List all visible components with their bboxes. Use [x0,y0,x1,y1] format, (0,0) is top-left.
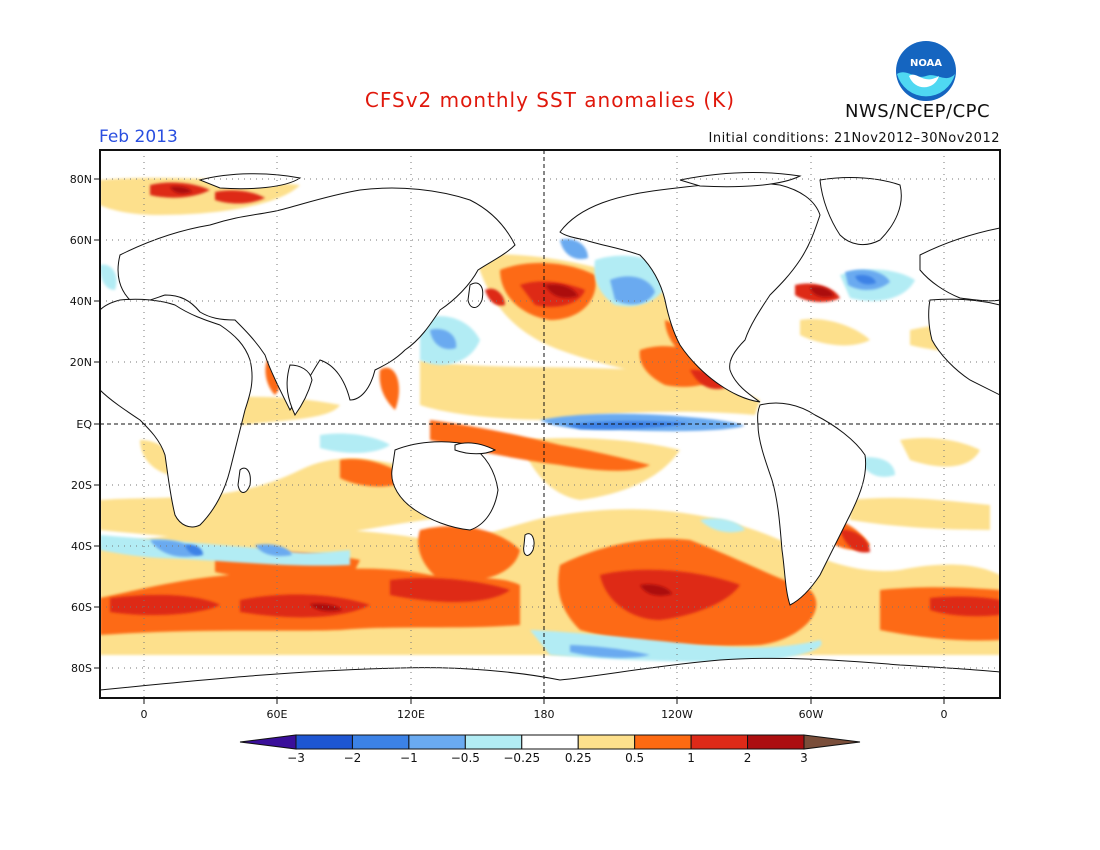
lat-label-60s: 60S [71,601,92,614]
colorbar-swatch [408,734,466,750]
lon-label-0-left: 0 [141,708,148,721]
svg-text:NOAA: NOAA [910,58,942,69]
lon-label-180: 180 [534,708,555,721]
colorbar-label: 0.25 [565,751,592,765]
colorbar-label: −1 [400,751,418,765]
colorbar-swatch [747,734,805,750]
noaa-logo-icon: NOAA [896,41,956,101]
colorbar-label: −3 [287,751,305,765]
lon-label-60e: 60E [267,708,288,721]
colorbar-swatch [351,734,410,750]
colorbar-swatch [634,734,692,750]
lon-label-120e: 120E [397,708,425,721]
colorbar-label: −0.5 [451,751,480,765]
lon-label-120w: 120W [661,708,693,721]
lat-label-20n: 20N [70,356,92,369]
lat-label-60n: 60N [70,234,92,247]
colorbar-label: 0.5 [625,751,644,765]
initial-conditions: Initial conditions: 21Nov2012–30Nov2012 [708,131,1000,146]
chart-title: CFSv2 monthly SST anomalies (K) [364,88,736,112]
colorbar-swatch [464,734,523,750]
anomaly-field [100,177,1000,662]
colorbar-high-arrow [803,734,861,750]
colorbar-swatch [295,734,353,750]
lat-label-80s: 80S [71,662,92,675]
colorbar-label: 1 [687,751,695,765]
colorbar-label: −0.25 [503,751,540,765]
forecast-month: Feb 2013 [99,127,178,147]
lat-label-20s: 20S [71,479,92,492]
agency-label: NWS/NCEP/CPC [845,101,991,122]
colorbar-label: 2 [744,751,752,765]
lat-label-40s: 40S [71,540,92,553]
lat-label-80n: 80N [70,173,92,186]
colorbar-low-arrow [239,734,297,750]
colorbar-label: 3 [800,751,808,765]
colorbar-label: −2 [344,751,362,765]
colorbar-swatch [577,734,636,750]
colorbar: −3 −2 −1 −0.5 −0.25 0.25 0.5 1 2 3 [239,734,861,765]
continent-outlines [100,172,1000,698]
lat-label-eq: EQ [76,418,92,431]
colorbar-swatch [690,734,749,750]
lon-label-0-right: 0 [941,708,948,721]
lon-label-60w: 60W [799,708,824,721]
colorbar-swatch [521,734,579,750]
gridlines [100,150,1000,698]
lat-label-40n: 40N [70,295,92,308]
